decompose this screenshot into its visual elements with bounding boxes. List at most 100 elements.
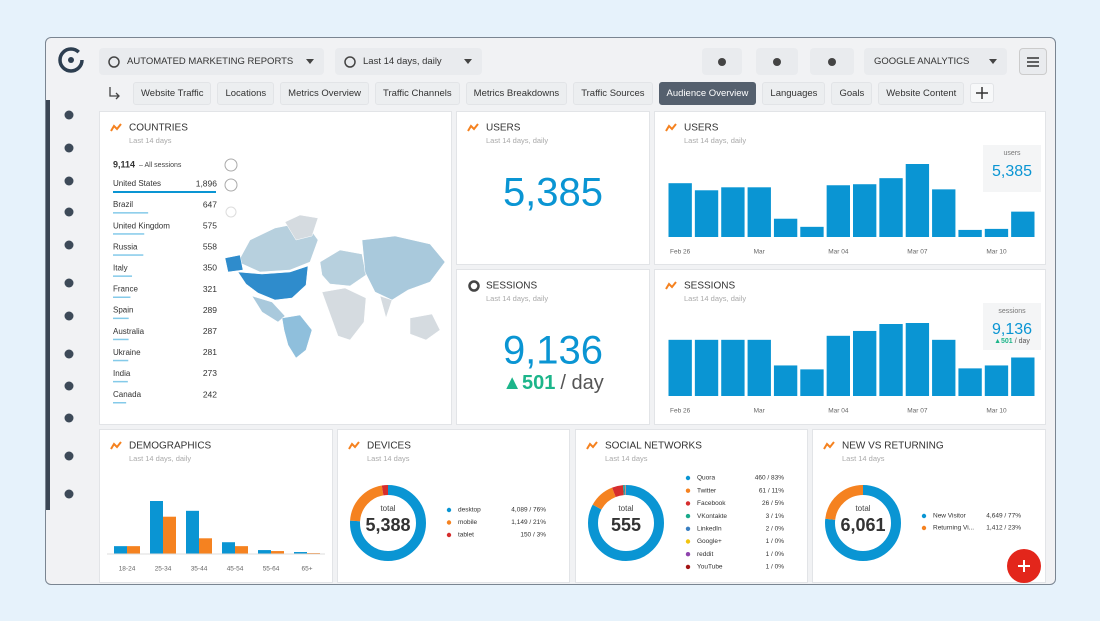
icon-layer: DEVICES Last 14 days desktop 4,089 / 76% mob… xyxy=(348,441,546,561)
tab-bar: Website Traffic Locations Metrics Overview… xyxy=(103,81,1043,105)
bar xyxy=(773,365,798,396)
donut-segment xyxy=(350,485,426,561)
total-label: – All sessions xyxy=(139,162,182,169)
x-tick-label: 45-54 xyxy=(227,566,244,573)
x-tick-label: Mar xyxy=(754,408,766,415)
bar xyxy=(258,550,271,554)
bar xyxy=(958,229,982,237)
widget-title: USERS xyxy=(486,123,521,134)
icon-layer xyxy=(773,58,781,66)
country-name: Canada xyxy=(113,390,142,399)
bar xyxy=(984,228,1009,237)
donut-total-label: total xyxy=(855,504,870,513)
sidebar-stripe xyxy=(46,100,50,510)
pin-button xyxy=(225,206,237,218)
donut-segment xyxy=(588,485,664,561)
legend-name: mobile xyxy=(458,519,478,526)
country-name: Brazil xyxy=(113,200,133,209)
widget-card: NEW VS RETURNING Last 14 days New Visitor 4… xyxy=(812,429,1046,583)
bar xyxy=(1011,211,1035,237)
icon-layer xyxy=(306,59,314,64)
country-bar xyxy=(113,191,216,193)
total-sessions: 9,114 xyxy=(113,159,135,169)
widget-icon xyxy=(586,441,598,450)
nav-icon xyxy=(64,207,74,217)
tab[interactable]: Goals xyxy=(831,81,873,105)
bar xyxy=(747,339,771,396)
donut-total-label: total xyxy=(380,504,395,513)
x-tick-label: Mar 04 xyxy=(828,408,849,415)
change-value: ▲501 xyxy=(994,338,1013,345)
add-tab[interactable] xyxy=(970,83,995,103)
tab[interactable]: Website Traffic xyxy=(133,81,212,105)
tab[interactable]: Traffic Channels xyxy=(375,81,460,105)
donut-total: 555 xyxy=(611,515,641,535)
bar xyxy=(747,187,771,237)
country-value: 287 xyxy=(203,326,217,336)
bar xyxy=(932,339,956,396)
bar xyxy=(150,501,163,554)
widget-title: COUNTRIES xyxy=(129,123,188,134)
toolbar-button[interactable] xyxy=(702,48,742,75)
x-tick-label: 35-44 xyxy=(191,566,208,573)
icon-layer xyxy=(989,59,997,64)
widget-icon xyxy=(348,441,360,450)
bar xyxy=(800,369,824,396)
map-region xyxy=(251,295,286,323)
widget-icon xyxy=(823,441,835,450)
country-name: Ukraine xyxy=(113,348,141,357)
nav-icon xyxy=(64,240,74,250)
bar xyxy=(853,184,877,237)
tab[interactable]: Audience Overview xyxy=(658,81,757,105)
tab[interactable]: Metrics Overview xyxy=(280,81,369,105)
bar xyxy=(984,365,1009,396)
tab[interactable]: Traffic Sources xyxy=(573,81,653,105)
widget-title: DEVICES xyxy=(367,441,411,452)
kpi-value: 9,136 xyxy=(503,329,603,373)
toolbar-button[interactable] xyxy=(756,48,798,75)
report-selector[interactable]: AUTOMATED MARKETING REPORTS xyxy=(99,48,324,75)
legend-value: 5,385 xyxy=(992,163,1032,180)
map-region xyxy=(409,313,441,341)
tab[interactable]: Website Content xyxy=(878,81,965,105)
x-tick-label: Mar 07 xyxy=(907,249,928,256)
icon-layer xyxy=(108,56,120,68)
legend-value: 1 / 0% xyxy=(766,538,785,545)
legend-name: LinkedIn xyxy=(697,526,722,533)
toolbar-button[interactable] xyxy=(810,48,854,75)
legend-name: desktop xyxy=(458,507,481,514)
legend-name: YouTube xyxy=(697,564,723,571)
tab[interactable]: Locations xyxy=(217,81,275,105)
x-tick-label: Mar 07 xyxy=(907,408,928,415)
bar xyxy=(235,546,248,554)
legend-dot xyxy=(446,507,452,513)
source-selector[interactable]: GOOGLE ANALYTICS xyxy=(864,48,1007,75)
icon-layer xyxy=(464,59,472,64)
country-bar xyxy=(113,338,129,341)
widget-card: COUNTRIES Last 14 days 9,114 – All sessions… xyxy=(99,111,452,425)
legend-value: 4,089 / 76% xyxy=(511,507,546,514)
menu-button[interactable] xyxy=(1019,48,1047,75)
report-name: AUTOMATED MARKETING REPORTS xyxy=(127,56,294,67)
legend-dot xyxy=(921,525,927,531)
nav-icon xyxy=(64,311,74,321)
date-selector[interactable]: Last 14 days, daily xyxy=(335,48,482,75)
date-range: Last 14 days, daily xyxy=(363,56,442,67)
tab[interactable]: Languages xyxy=(762,81,826,105)
x-tick-label: Feb 26 xyxy=(670,408,691,415)
donut-total: 6,061 xyxy=(840,515,885,535)
bar xyxy=(127,546,140,554)
change-unit: / day xyxy=(560,372,603,394)
icon-layer xyxy=(828,58,836,66)
icon-layer[interactable] xyxy=(1007,549,1041,583)
bar xyxy=(905,164,930,237)
nav-icon xyxy=(64,278,74,288)
icon-layer xyxy=(1027,57,1039,67)
widget-card: USERS Last 14 days, daily 5,385 xyxy=(456,111,650,265)
legend-value: 9,136 xyxy=(992,321,1032,338)
legend-dot xyxy=(685,526,691,531)
tab[interactable]: Metrics Breakdowns xyxy=(465,81,568,105)
sub-arrow xyxy=(109,87,120,100)
country-value: 350 xyxy=(203,263,217,273)
bar xyxy=(694,339,719,396)
